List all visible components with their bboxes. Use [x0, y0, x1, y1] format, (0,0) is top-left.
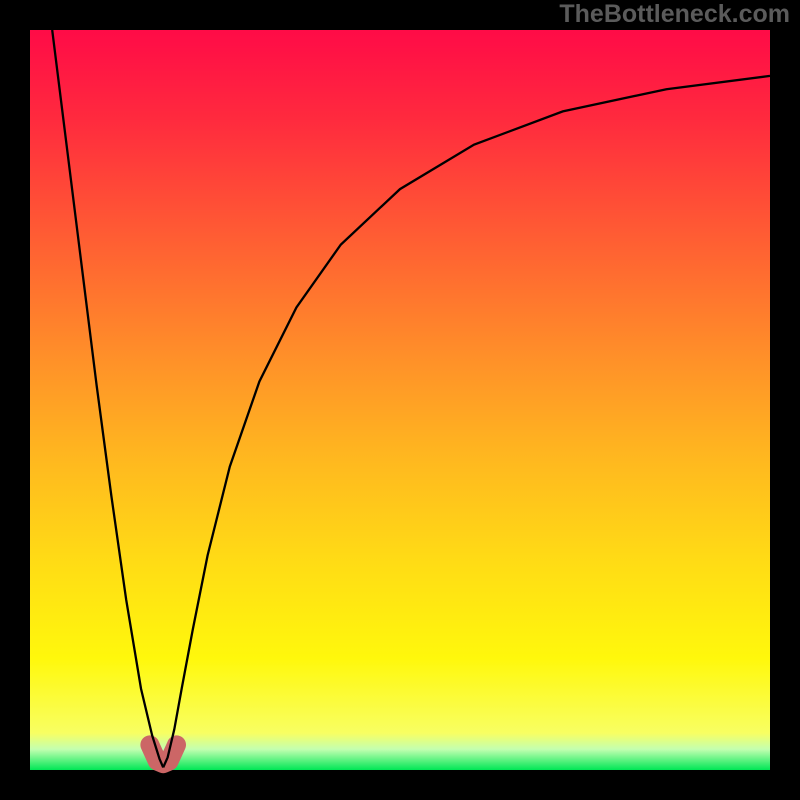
watermark-text: TheBottleneck.com — [559, 0, 790, 29]
chart-container: TheBottleneck.com — [0, 0, 800, 800]
gradient-plot-area — [30, 30, 770, 770]
